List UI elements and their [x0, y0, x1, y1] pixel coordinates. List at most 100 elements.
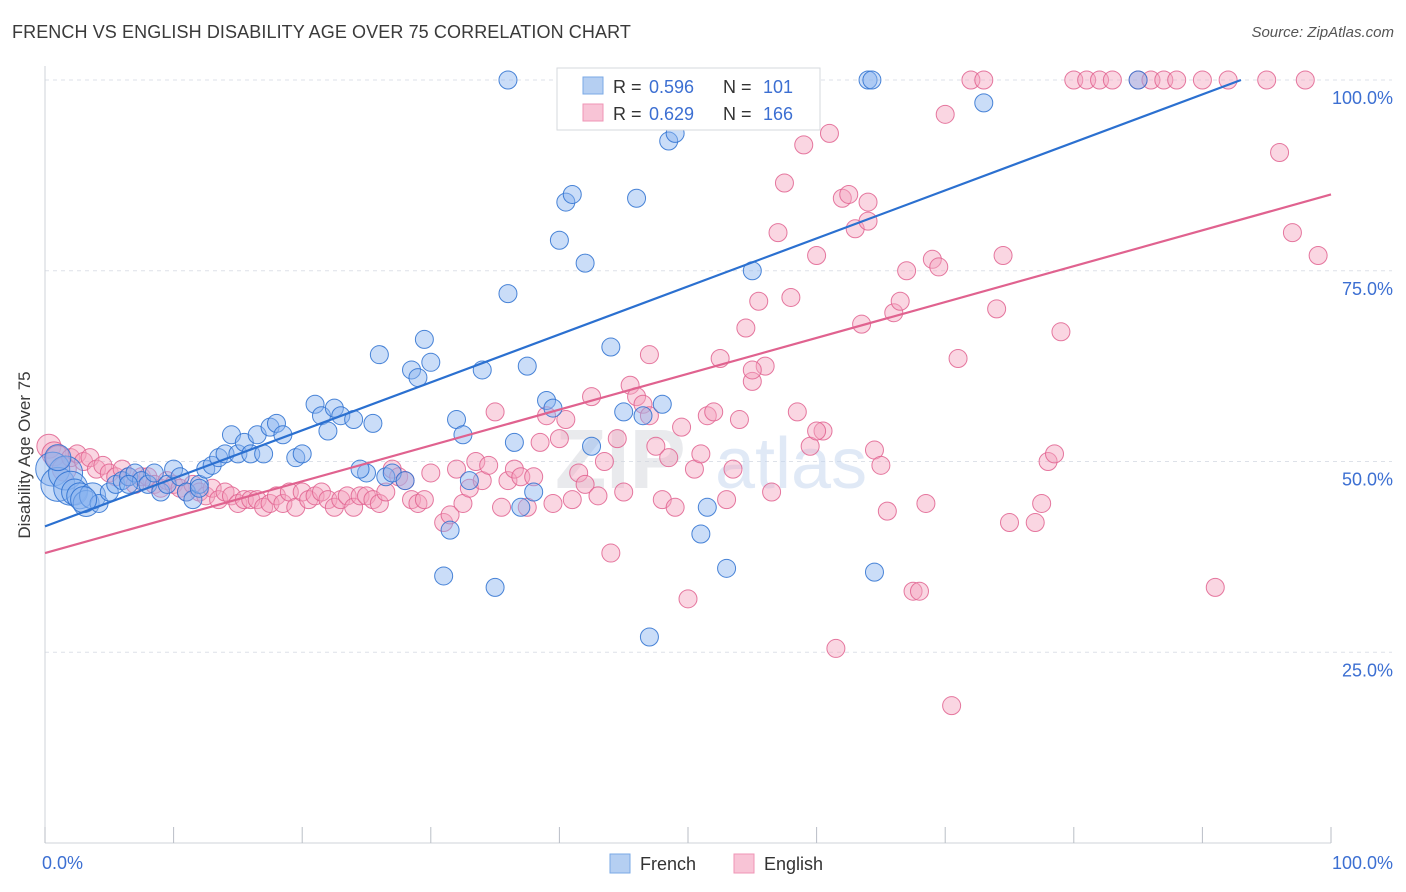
english-point [691, 444, 711, 464]
french-point [498, 284, 518, 304]
english-point [524, 467, 544, 487]
y-tick-label: 75.0% [1342, 279, 1393, 299]
english-point [639, 406, 659, 426]
english-point [717, 490, 737, 510]
english-point [492, 497, 512, 517]
french-point [292, 444, 312, 464]
french-point [556, 192, 576, 212]
french-point [537, 390, 557, 410]
english-point [1045, 444, 1065, 464]
stats-french-swatch [582, 76, 604, 95]
stats-english-r-value: 0.629 [649, 104, 694, 124]
english-point [588, 486, 608, 506]
english-point [704, 402, 724, 422]
english-point [787, 402, 807, 422]
english-point [768, 223, 788, 243]
english-point [1102, 70, 1122, 90]
french-point [414, 329, 434, 349]
english-point [890, 291, 910, 311]
english-point [434, 513, 454, 533]
english-point [614, 482, 634, 502]
french-point [697, 497, 717, 517]
french-point [305, 394, 325, 414]
french-point [434, 566, 454, 586]
french-point [633, 406, 653, 426]
english-point [877, 501, 897, 521]
english-point [67, 444, 87, 464]
english-point [909, 581, 929, 601]
english-point [1051, 322, 1071, 342]
series-french-points [35, 70, 1148, 647]
stats-french-r-label: R = [613, 77, 642, 97]
english-point [659, 448, 679, 468]
english-point [993, 245, 1013, 265]
english-point [774, 173, 794, 193]
legend-french-label: French [640, 854, 696, 874]
french-point [639, 627, 659, 647]
english-point [498, 471, 518, 491]
french-point [627, 188, 647, 208]
english-point [530, 432, 550, 452]
english-point [935, 104, 955, 124]
french-point [614, 402, 634, 422]
french-point [440, 520, 460, 540]
stats-french-n-label: N = [723, 77, 752, 97]
english-point [562, 490, 582, 510]
legend-english-swatch [733, 853, 755, 874]
english-point [575, 474, 595, 494]
french-point [318, 421, 338, 441]
y-tick-label: 50.0% [1342, 470, 1393, 490]
trendlines [44, 78, 1332, 555]
english-point [852, 314, 872, 334]
english-point [922, 249, 942, 269]
english-point [749, 291, 769, 311]
y-tick-label: 25.0% [1342, 660, 1393, 680]
english-point [1167, 70, 1187, 90]
y-tick-label: 100.0% [1332, 88, 1393, 108]
english-point [466, 452, 486, 471]
english-point [479, 455, 499, 475]
english-point [1025, 513, 1045, 533]
french-point [864, 562, 884, 582]
english-point [376, 482, 396, 502]
english-point [916, 493, 936, 513]
french-point [40, 466, 76, 502]
english-point [903, 581, 923, 601]
x-tick-label-max: 100.0% [1332, 853, 1393, 873]
english-point [819, 123, 839, 143]
english-point [794, 135, 814, 155]
english-point [1282, 223, 1302, 243]
french-point [421, 352, 441, 372]
english-point [543, 493, 563, 513]
series-english-points [36, 70, 1328, 716]
stats-french-r-value: 0.596 [649, 77, 694, 97]
english-point [421, 463, 441, 483]
english-point [755, 356, 775, 376]
french-point [144, 463, 164, 483]
english-point [607, 429, 627, 449]
english-point [1270, 142, 1290, 162]
french-point [99, 482, 119, 502]
english-point [344, 497, 364, 517]
english-point [723, 459, 743, 479]
english-point [41, 441, 67, 467]
french-point [324, 398, 344, 418]
french-point [652, 394, 672, 414]
stats-english-r-label: R = [613, 104, 642, 124]
english-point [813, 421, 833, 441]
english-point [569, 463, 589, 483]
french-trendline [44, 78, 1242, 528]
english-point [414, 490, 434, 510]
english-point [871, 455, 891, 475]
french-point [402, 360, 422, 380]
y-tick-labels: 25.0% 50.0% 75.0% 100.0% [1332, 88, 1393, 680]
english-point [633, 394, 653, 414]
french-point [498, 70, 518, 90]
french-point [266, 413, 286, 433]
french-point [691, 524, 711, 544]
watermark: ZIP atlas [555, 412, 867, 506]
french-point [44, 444, 72, 472]
english-point [742, 371, 762, 391]
french-point [485, 577, 505, 597]
english-point [1192, 70, 1212, 90]
